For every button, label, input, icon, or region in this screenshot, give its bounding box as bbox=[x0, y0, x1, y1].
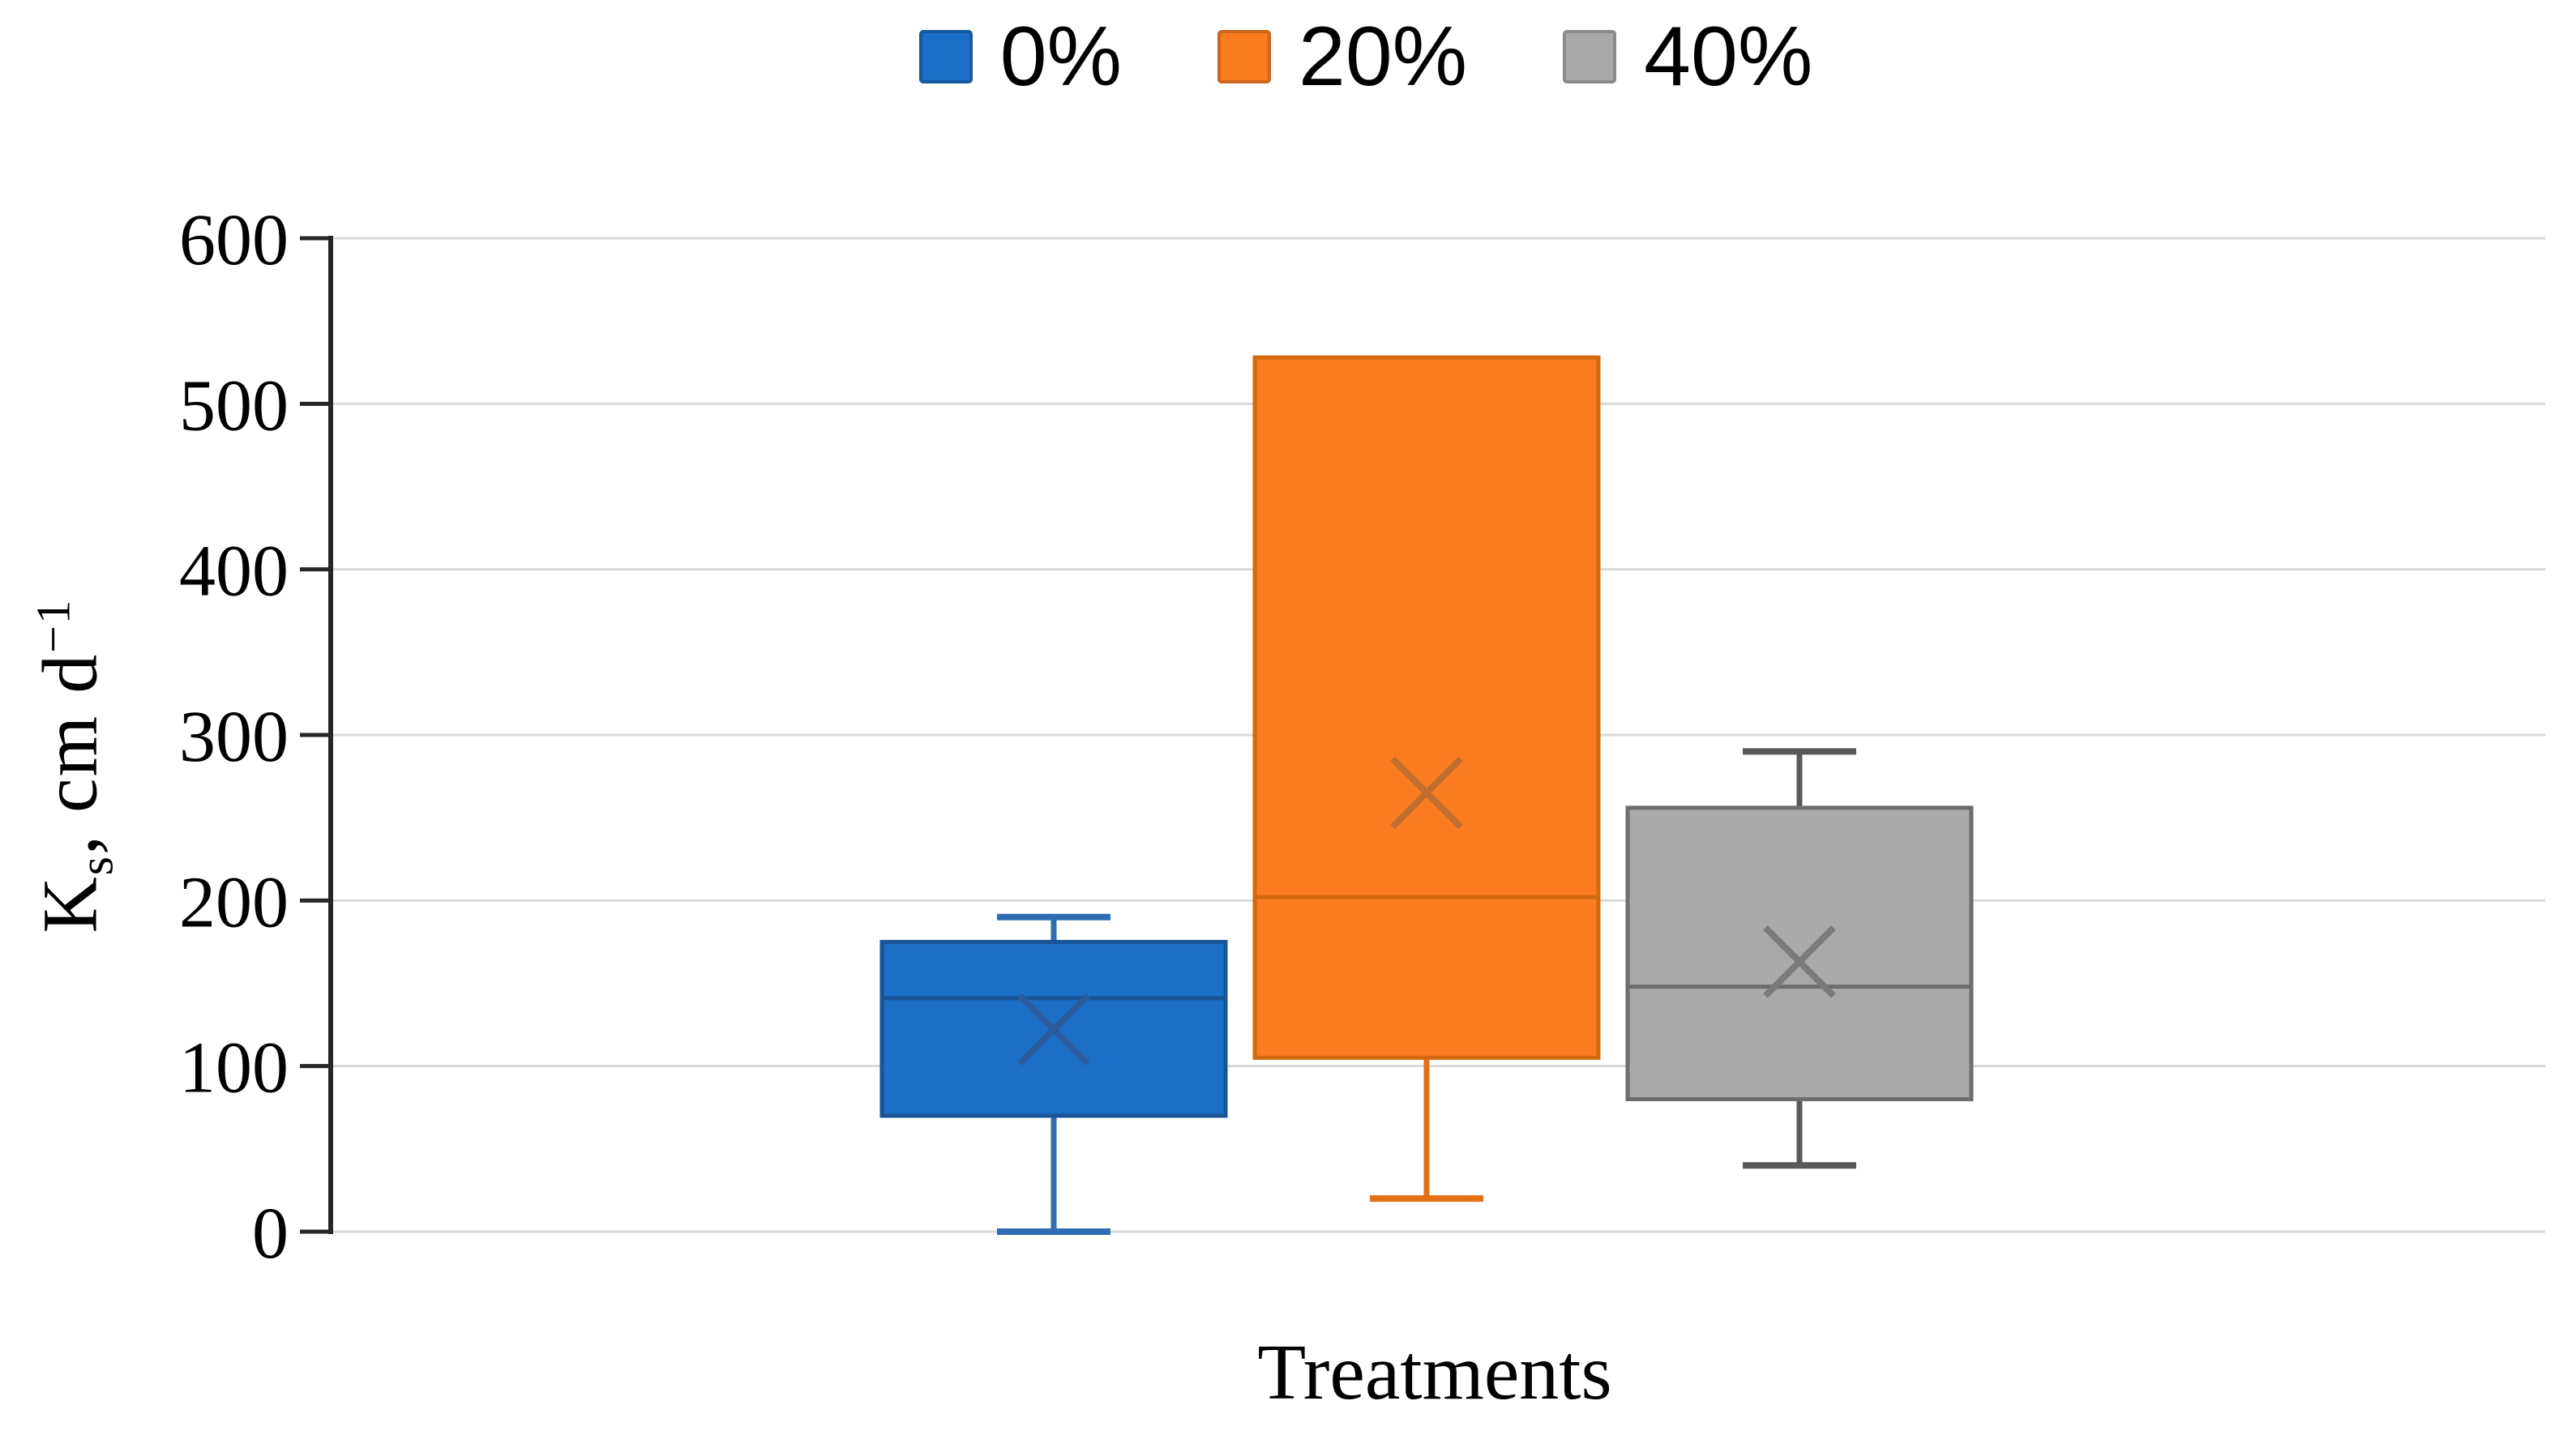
iqr-box bbox=[1252, 355, 1601, 1060]
legend-item-20pct: 20% bbox=[1217, 15, 1467, 99]
mean-x-stroke-2 bbox=[1763, 925, 1836, 998]
mean-x-stroke-2 bbox=[1390, 756, 1463, 830]
box-series-40% bbox=[1625, 748, 1974, 1169]
legend-item-0pct: 0% bbox=[918, 10, 1122, 104]
box-series-20% bbox=[1252, 355, 1601, 1202]
legend-swatch-20pct-icon bbox=[1217, 30, 1271, 83]
legend-label-40pct: 40% bbox=[1644, 10, 1813, 104]
mean-x-marker bbox=[1763, 925, 1836, 998]
legend-swatch-40pct-icon bbox=[1563, 30, 1617, 83]
legend-item-40pct: 40% bbox=[1563, 15, 1812, 99]
legend-swatch-0pct-icon bbox=[918, 30, 973, 83]
iqr-box bbox=[879, 939, 1228, 1118]
y-tick-label-600: 600 bbox=[179, 200, 289, 280]
legend-label-0pct: 0% bbox=[999, 10, 1122, 104]
mean-x-marker bbox=[1390, 756, 1463, 830]
y-tick-label-100: 100 bbox=[179, 1028, 289, 1108]
mean-x-marker bbox=[1017, 993, 1090, 1066]
iqr-box bbox=[1625, 805, 1974, 1102]
mean-x-stroke-2 bbox=[1017, 993, 1090, 1066]
y-tick-label-500: 500 bbox=[179, 365, 289, 446]
legend-label-20pct: 20% bbox=[1299, 10, 1468, 104]
y-tick-label-300: 300 bbox=[179, 697, 289, 777]
box-series-0% bbox=[879, 913, 1228, 1235]
y-tick-label-200: 200 bbox=[179, 862, 289, 942]
y-tick-label-400: 400 bbox=[179, 532, 289, 612]
y-tick-label-0: 0 bbox=[252, 1194, 289, 1274]
chart-legend: 0% 20% 40% bbox=[78, 8, 2576, 105]
x-axis-title: Treatments bbox=[1257, 1329, 1612, 1416]
